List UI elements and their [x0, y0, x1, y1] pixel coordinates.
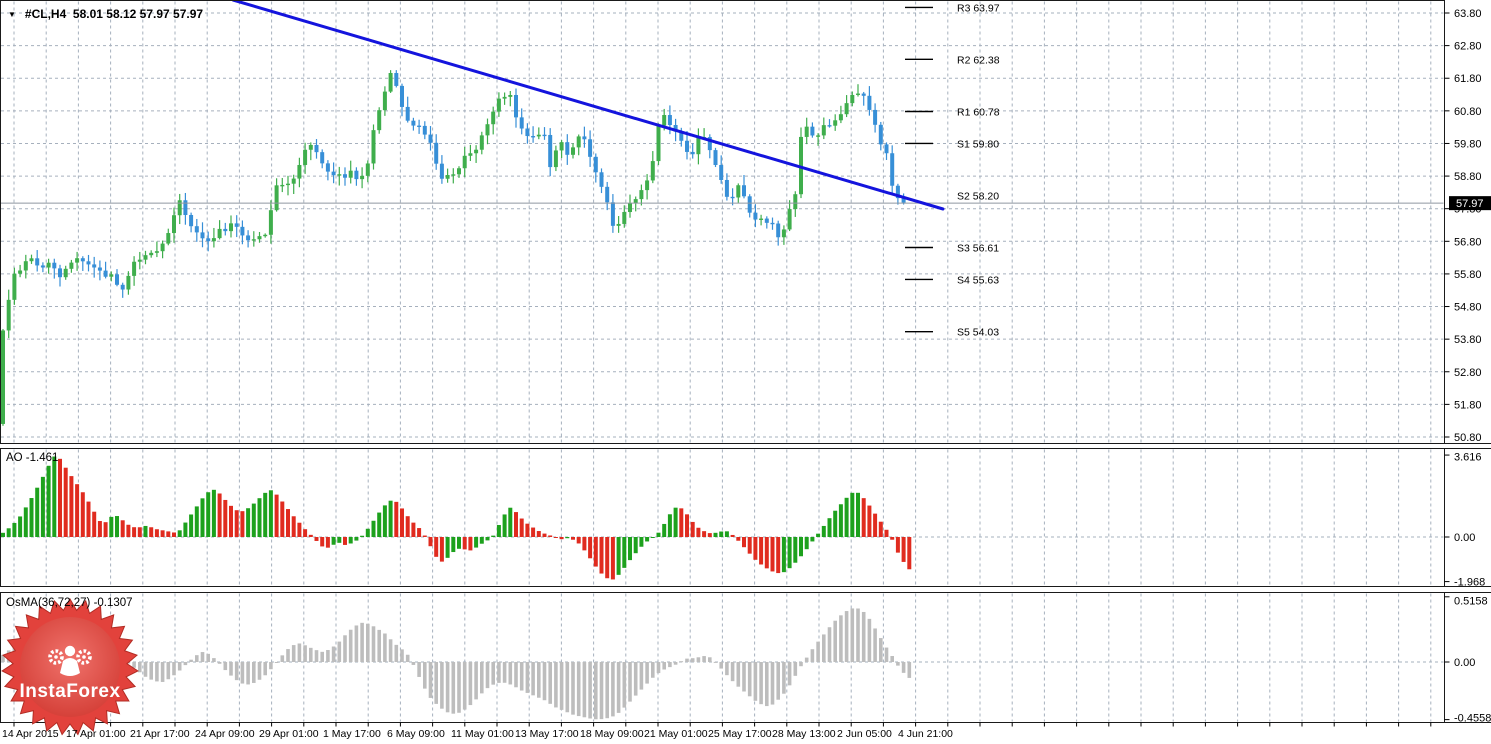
current-price-badge [1449, 196, 1491, 211]
time-tick-label: 21 May 01:00 [644, 728, 708, 740]
pivot-label-s4: S4 55.63 [957, 274, 999, 286]
instaforex-logo: InstaForex [1, 598, 139, 736]
time-axis[interactable] [13, 722, 1432, 727]
time-tick-label: 21 Apr 17:00 [130, 728, 190, 740]
ao-tick-label: 0.00 [1454, 532, 1475, 544]
price-tick-label: 62.80 [1454, 41, 1482, 53]
price-axis[interactable]: 63.8062.8061.8060.8059.8058.8057.8056.80… [1444, 8, 1491, 725]
price-tick-label: 55.80 [1454, 269, 1482, 281]
osma-tick-label: 0.5158 [1454, 596, 1488, 608]
time-axis-labels: 14 Apr 2015 17 Apr 01:00 21 Apr 17:00 24 Ap… [2, 728, 953, 740]
price-tick-label: 59.80 [1454, 138, 1482, 150]
pivot-label-r2: R2 62.38 [957, 54, 1000, 66]
time-tick-label: 2 Jun 05:00 [837, 728, 892, 740]
time-tick-label: 1 May 17:00 [323, 728, 381, 740]
price-tick-label: 63.80 [1454, 8, 1482, 20]
time-tick-label: 24 Apr 09:00 [195, 728, 255, 740]
price-tick-label: 53.80 [1454, 334, 1482, 346]
price-tick-label: 61.80 [1454, 73, 1482, 85]
pivot-label-s3: S3 56.61 [957, 243, 999, 255]
pivot-label-s1: S1 59.80 [957, 138, 999, 150]
pivot-label-r1: R1 60.78 [957, 106, 1000, 118]
pivot-label-s5: S5 54.03 [957, 327, 999, 339]
ao-tick-label: 3.616 [1454, 452, 1482, 464]
price-tick-label: 52.80 [1454, 367, 1482, 379]
instaforex-watermark-text: InstaForex [19, 681, 120, 702]
price-tick-label: 51.80 [1454, 399, 1482, 411]
price-tick-label: 60.80 [1454, 106, 1482, 118]
time-tick-label: 25 May 17:00 [708, 728, 772, 740]
chevron-down-icon[interactable]: ▼ [8, 10, 16, 19]
symbol-title-bar[interactable]: ▼ #CL,H4 58.01 58.12 57.97 57.97 [8, 7, 203, 21]
time-tick-label: 6 May 09:00 [387, 728, 445, 740]
osma-tick-label: 0.00 [1454, 657, 1475, 669]
time-tick-label: 11 May 01:00 [451, 728, 514, 740]
ao-tick-label: -1.968 [1454, 577, 1485, 589]
gridlines [1, 1, 1444, 722]
pivot-label-r3: R3 63.97 [957, 2, 1000, 14]
current-price-value: 57.97 [1456, 198, 1484, 210]
time-tick-label: 28 May 13:00 [772, 728, 836, 740]
ao-histogram [1, 456, 912, 580]
osma-indicator-label: OsMA(36,72,27) -0.1307 [6, 597, 133, 609]
time-tick-label: 14 Apr 2015 [2, 728, 59, 740]
symbol-title: #CL,H4 58.01 58.12 57.97 57.97 [24, 7, 204, 21]
time-tick-label: 13 May 17:00 [515, 728, 579, 740]
price-tick-label: 54.80 [1454, 302, 1482, 314]
osma-histogram [1, 608, 912, 720]
price-tick-label: 56.80 [1454, 236, 1482, 248]
candlestick-layer [1, 70, 906, 426]
time-tick-label: 17 Apr 01:00 [66, 728, 126, 740]
trendline [231, 0, 945, 211]
overlays: R3 63.97 R2 62.38 R1 60.78 S1 59.80 S2 58.20… [0, 0, 1491, 723]
osma-tick-label: -0.4558 [1454, 713, 1491, 725]
price-tick-label: 50.80 [1454, 432, 1482, 444]
time-tick-label: 4 Jun 21:00 [898, 728, 953, 740]
price-tick-label: 58.80 [1454, 171, 1482, 183]
time-tick-label: 29 Apr 01:00 [259, 728, 319, 740]
gear-person-icon [48, 645, 92, 676]
time-tick-label: 18 May 09:00 [580, 728, 644, 740]
ao-indicator-label: AO -1.461 [6, 452, 59, 464]
pivot-label-s2: S2 58.20 [957, 191, 999, 203]
